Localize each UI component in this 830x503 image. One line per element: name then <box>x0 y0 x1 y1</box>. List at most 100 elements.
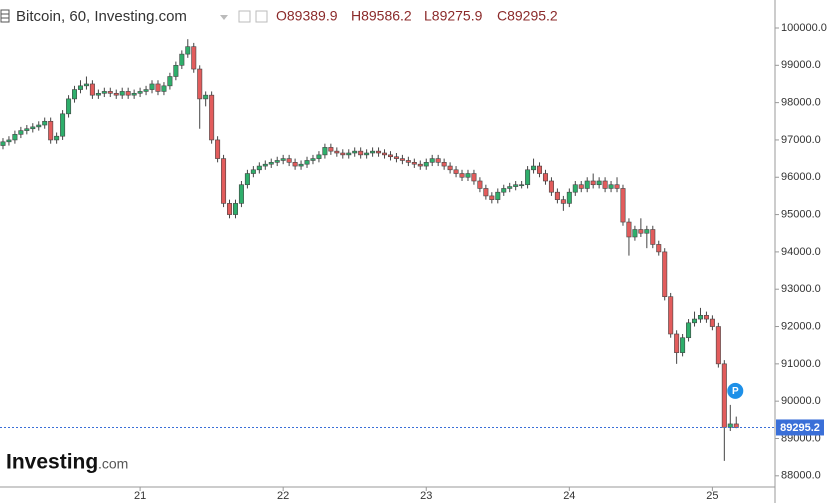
candle-body <box>137 91 143 94</box>
y-tick-label: 96000.0 <box>781 171 821 183</box>
candle-body <box>298 163 304 167</box>
candle-body <box>286 158 292 163</box>
candle-body <box>525 169 531 186</box>
candle-body <box>131 92 137 96</box>
candle-body <box>66 98 72 115</box>
candle-body <box>644 229 650 234</box>
x-tick-label: 24 <box>563 490 575 502</box>
candle-body <box>358 150 364 156</box>
candle-body <box>692 318 698 324</box>
candle-body <box>435 158 441 163</box>
candle-body <box>12 134 18 141</box>
candle-body <box>566 191 572 204</box>
marker-label: P <box>732 386 739 397</box>
candle-body <box>292 162 298 167</box>
candle-body <box>393 156 399 159</box>
candle-body <box>149 83 155 90</box>
x-tick-label: 21 <box>134 490 146 502</box>
candle-body <box>173 65 179 77</box>
icon[interactable] <box>238 10 251 23</box>
candle-body <box>626 221 632 238</box>
chart-title: Bitcoin, 60, Investing.com <box>16 8 187 25</box>
candle-body <box>227 203 233 215</box>
y-tick-label: 93000.0 <box>781 283 821 295</box>
candle-body <box>30 126 36 130</box>
candle-body <box>507 186 513 189</box>
y-tick-label: 97000.0 <box>781 134 821 146</box>
candle-body <box>542 173 548 182</box>
candle-body <box>382 152 388 156</box>
candle-body <box>191 46 197 70</box>
dropdown-arrow[interactable] <box>220 15 228 20</box>
y-tick-label: 100000.0 <box>781 22 827 34</box>
candle-body <box>197 68 203 100</box>
candle-body <box>167 76 173 87</box>
candle-body <box>60 113 66 137</box>
candle-body <box>441 162 447 167</box>
candle-body <box>429 158 435 163</box>
candle-body <box>155 83 161 92</box>
candle-body <box>42 120 48 126</box>
candle-body <box>680 337 686 353</box>
candle-body <box>537 165 543 174</box>
y-tick-label: 88000.0 <box>781 470 821 482</box>
candle-body <box>18 130 24 135</box>
candle-body <box>668 296 674 335</box>
candle-body <box>36 124 42 128</box>
candle-body <box>405 160 411 163</box>
x-tick-label: 25 <box>706 490 718 502</box>
candle-body <box>370 150 376 154</box>
candle-body <box>656 244 662 253</box>
ohlc-open: O89389.9 <box>276 8 338 24</box>
marker-badge[interactable] <box>727 382 744 399</box>
candle-body <box>662 251 668 297</box>
candle-body <box>560 199 566 204</box>
candle-body <box>274 160 280 163</box>
candle-body <box>399 158 405 161</box>
candle-body <box>232 203 238 215</box>
candle-body <box>107 91 113 94</box>
candle-body <box>346 152 352 156</box>
candle-body <box>554 191 560 200</box>
y-tick-label: 92000.0 <box>781 320 821 332</box>
candle-body <box>125 91 131 96</box>
candle-body <box>459 173 465 178</box>
candle-body <box>703 315 709 320</box>
y-tick-label: 94000.0 <box>781 246 821 258</box>
candle-body <box>328 147 334 152</box>
y-tick-label: 90000.0 <box>781 395 821 407</box>
candle-body <box>322 147 328 156</box>
candle-body <box>638 229 644 234</box>
candle-body <box>632 229 638 238</box>
menu-icon[interactable] <box>0 9 10 23</box>
candle-body <box>6 139 12 143</box>
candle-body <box>72 89 78 100</box>
candle-body <box>733 423 739 428</box>
candle-body <box>203 94 209 100</box>
candle-body <box>721 363 727 428</box>
icon[interactable] <box>255 10 268 23</box>
candle-body <box>513 184 519 187</box>
candle-body <box>179 53 185 66</box>
candle-body <box>238 184 244 204</box>
candle-body <box>519 184 525 187</box>
candle-body <box>423 162 429 167</box>
last-price-label: 89295.2 <box>780 422 820 434</box>
candle-body <box>221 158 227 204</box>
candle-body <box>209 94 215 141</box>
candle-body <box>352 150 358 154</box>
candles <box>0 39 739 461</box>
logo-name: Investing <box>6 451 98 474</box>
x-tick-label: 22 <box>277 490 289 502</box>
candle-body <box>113 92 119 96</box>
candle-body <box>387 154 393 158</box>
ohlc-low: L89275.9 <box>424 8 483 24</box>
candle-body <box>89 83 95 96</box>
candle-body <box>709 318 715 327</box>
candle-body <box>489 195 495 200</box>
candle-body <box>256 165 262 171</box>
candle-body <box>614 184 620 189</box>
candle-body <box>417 163 423 167</box>
candle-body <box>727 423 733 428</box>
